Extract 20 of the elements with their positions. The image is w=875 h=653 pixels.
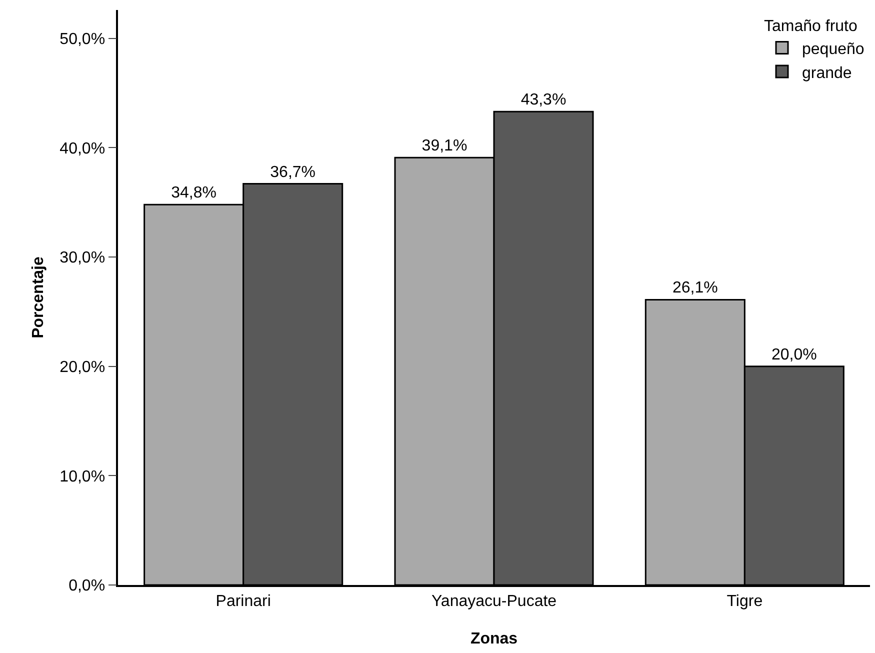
y-tick-label: 20,0% bbox=[60, 358, 106, 376]
legend-title: Tamaño fruto bbox=[764, 18, 858, 35]
x-tick-label: Parinari bbox=[216, 592, 271, 610]
data-label: 39,1% bbox=[422, 138, 468, 155]
data-label: 26,1% bbox=[672, 280, 718, 297]
y-tick-label: 50,0% bbox=[60, 31, 106, 48]
data-label: 43,3% bbox=[520, 92, 566, 109]
data-label: 20,0% bbox=[771, 346, 817, 364]
y-tick-label: 10,0% bbox=[60, 468, 106, 486]
legend-label: grande bbox=[802, 64, 852, 82]
data-label: 34,8% bbox=[171, 184, 217, 202]
data-label: 36,7% bbox=[270, 164, 316, 181]
y-tick-label: 30,0% bbox=[60, 250, 106, 267]
x-axis-title: Zonas bbox=[470, 630, 518, 648]
legend-label: pequeño bbox=[802, 40, 864, 58]
y-tick-label: 40,0% bbox=[60, 140, 106, 158]
x-tick-label: Yanayacu-Pucate bbox=[431, 592, 557, 610]
y-tick-label: 0,0% bbox=[68, 578, 106, 595]
y-axis-title: Porcentaje bbox=[30, 256, 48, 338]
x-tick-label: Tigre bbox=[726, 592, 763, 610]
